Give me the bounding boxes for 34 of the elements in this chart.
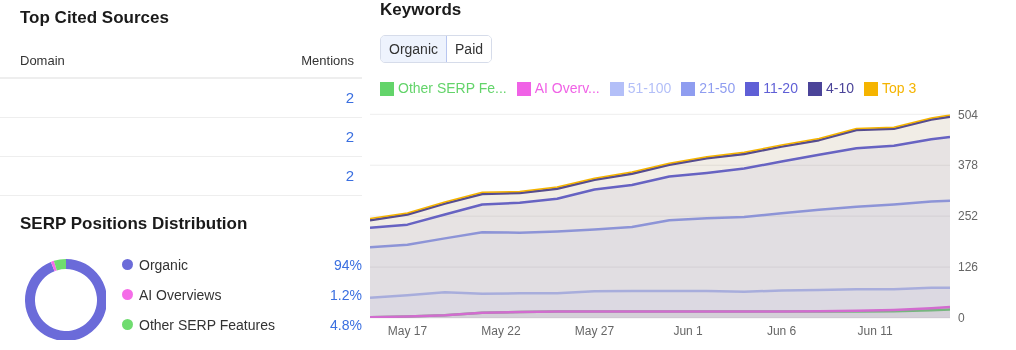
chart-title: Keywords — [380, 0, 462, 20]
legend-label: 21-50 — [699, 80, 736, 96]
data-label: 2 — [345, 128, 354, 145]
x-tick-label: Jun 6 — [766, 323, 797, 338]
chart-title: SERP Positions Distribution — [20, 214, 248, 234]
x-tick-label: Jun 11 — [857, 323, 894, 338]
legend-label: 11-20 — [763, 80, 798, 96]
legend-label: AI Overv... — [534, 80, 600, 96]
y-tick-label: 126 — [958, 260, 979, 275]
data-label: 1.2% — [330, 287, 362, 303]
data-label: 4.8% — [330, 317, 362, 333]
y-tick-label: 0 — [958, 311, 965, 326]
legend-label: Organic — [139, 257, 189, 273]
legend-label: Top 3 — [881, 80, 917, 96]
text: Domain — [20, 53, 65, 68]
legend-label: AI Overviews — [139, 287, 222, 303]
data-label: 2 — [345, 167, 354, 184]
text: Top Cited Sources — [20, 8, 169, 28]
legend-label: 4-10 — [825, 80, 854, 96]
x-tick-label: Jun 1 — [673, 323, 704, 338]
legend-label: Other SERP Features — [139, 317, 275, 333]
x-tick-label: May 17 — [387, 323, 428, 338]
data-label: 94% — [333, 257, 362, 273]
y-tick-label: 252 — [958, 209, 979, 224]
legend-label: Other SERP Fe... — [398, 80, 507, 96]
text: Paid — [447, 36, 492, 62]
data-label: 2 — [345, 89, 354, 106]
legend-label: 51-100 — [627, 80, 672, 96]
x-tick-label: May 22 — [481, 323, 521, 338]
y-tick-label: 378 — [958, 158, 979, 173]
text: Organic — [381, 36, 448, 62]
text: Mentions — [301, 53, 354, 68]
y-tick-label: 504 — [958, 107, 979, 122]
x-tick-label: May 27 — [574, 323, 615, 338]
